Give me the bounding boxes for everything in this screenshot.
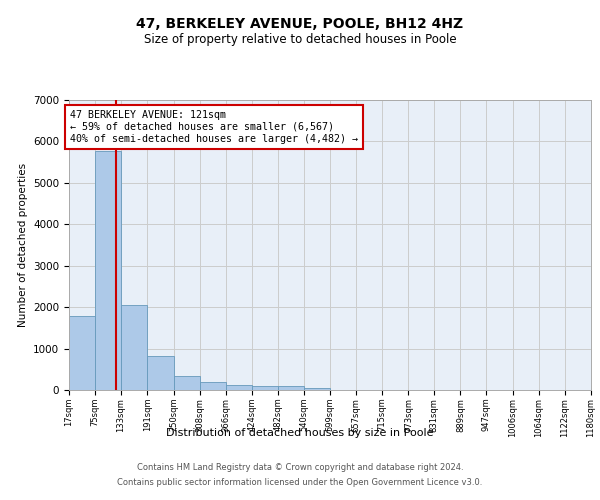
Text: Distribution of detached houses by size in Poole: Distribution of detached houses by size … bbox=[166, 428, 434, 438]
Text: Size of property relative to detached houses in Poole: Size of property relative to detached ho… bbox=[143, 32, 457, 46]
Text: 47 BERKELEY AVENUE: 121sqm
← 59% of detached houses are smaller (6,567)
40% of s: 47 BERKELEY AVENUE: 121sqm ← 59% of deta… bbox=[70, 110, 358, 144]
Text: Contains public sector information licensed under the Open Government Licence v3: Contains public sector information licen… bbox=[118, 478, 482, 487]
Bar bbox=[304, 388, 330, 390]
Text: 47, BERKELEY AVENUE, POOLE, BH12 4HZ: 47, BERKELEY AVENUE, POOLE, BH12 4HZ bbox=[136, 18, 464, 32]
Bar bbox=[173, 376, 200, 390]
Bar bbox=[69, 316, 95, 390]
Bar bbox=[226, 385, 251, 390]
Y-axis label: Number of detached properties: Number of detached properties bbox=[17, 163, 28, 327]
Bar bbox=[278, 386, 304, 390]
Bar bbox=[200, 382, 226, 390]
Bar bbox=[121, 304, 147, 390]
Bar bbox=[147, 356, 173, 390]
Bar bbox=[95, 150, 121, 390]
Text: Contains HM Land Registry data © Crown copyright and database right 2024.: Contains HM Land Registry data © Crown c… bbox=[137, 463, 463, 472]
Bar bbox=[251, 386, 278, 390]
